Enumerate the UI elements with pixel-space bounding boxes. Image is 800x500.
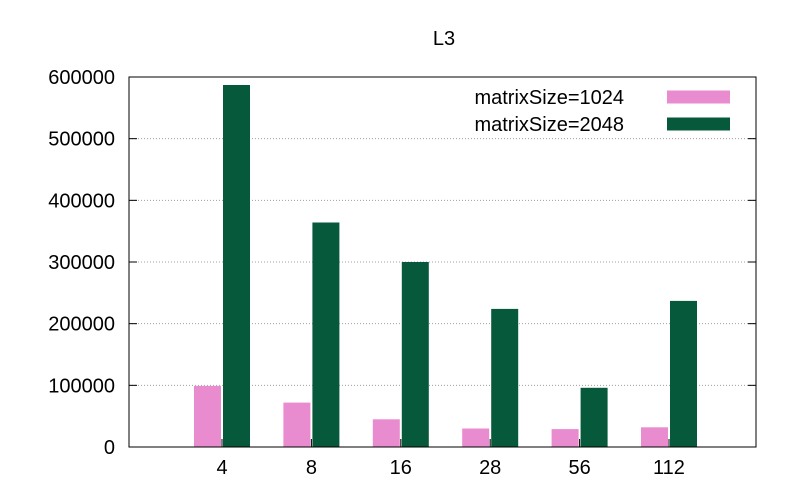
legend-label: matrixSize=1024 bbox=[474, 87, 624, 109]
y-tick-label: 600000 bbox=[48, 67, 115, 89]
bar-matrix1024-112 bbox=[641, 427, 668, 447]
y-tick-label: 100000 bbox=[48, 375, 115, 397]
legend-swatch bbox=[667, 90, 730, 104]
bar-matrix1024-28 bbox=[462, 428, 490, 447]
y-tick-label: 300000 bbox=[48, 252, 115, 274]
bar-matrix2048-112 bbox=[670, 300, 697, 447]
y-tick-label: 200000 bbox=[48, 314, 115, 336]
axes: 0 100000 200000 300000 400000 500000 600000 4 8 1… bbox=[48, 67, 757, 479]
x-tick-label: 16 bbox=[390, 457, 412, 479]
bar-matrix2048-56 bbox=[580, 387, 608, 447]
legend-swatch bbox=[667, 117, 730, 131]
x-tick-label: 112 bbox=[653, 457, 685, 479]
y-tick-label: 0 bbox=[104, 437, 115, 459]
bar-matrix2048-16 bbox=[401, 262, 429, 447]
y-tick-label: 400000 bbox=[48, 190, 115, 212]
x-tick-label: 28 bbox=[479, 457, 501, 479]
bar-matrix2048-8 bbox=[312, 222, 340, 447]
y-tick-label: 500000 bbox=[48, 129, 115, 151]
legend-label: matrixSize=2048 bbox=[474, 114, 624, 136]
bar-matrix1024-16 bbox=[372, 419, 400, 448]
bars bbox=[194, 85, 697, 448]
legend: matrixSize=1024 matrixSize=2048 bbox=[474, 87, 730, 136]
bar-matrix2048-28 bbox=[491, 308, 519, 447]
bar-matrix1024-8 bbox=[283, 402, 311, 447]
x-tick-label: 56 bbox=[568, 457, 590, 479]
bar-matrix1024-56 bbox=[551, 429, 579, 447]
bar-matrix2048-4 bbox=[223, 85, 250, 447]
chart-title: L3 bbox=[433, 28, 455, 50]
grid bbox=[129, 138, 756, 386]
x-tick-label: 4 bbox=[216, 457, 227, 479]
bar-matrix1024-4 bbox=[194, 385, 221, 447]
x-tick-label: 8 bbox=[306, 457, 317, 479]
